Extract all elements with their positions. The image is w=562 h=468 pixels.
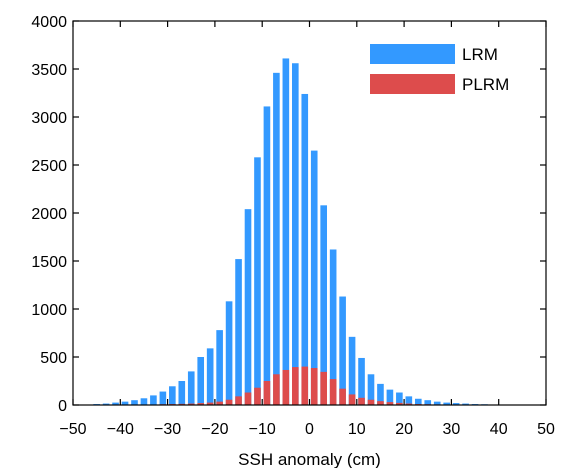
y-tick-label: 0 xyxy=(58,398,67,415)
legend-label-plrm: PLRM xyxy=(462,75,509,94)
bar-lrm xyxy=(443,402,450,405)
x-axis-title: SSH anomaly (cm) xyxy=(238,450,381,468)
bar-plrm xyxy=(263,381,271,405)
y-tick-label: 3500 xyxy=(31,62,67,79)
bar-lrm xyxy=(452,403,460,405)
bar-plrm xyxy=(396,402,403,405)
bar-plrm xyxy=(329,379,337,405)
bar-lrm xyxy=(339,296,346,405)
bar-plrm xyxy=(348,394,356,405)
bar-lrm xyxy=(150,395,157,405)
x-tick-label: 50 xyxy=(537,421,555,438)
y-tick-label: 1500 xyxy=(31,254,67,271)
bar-lrm xyxy=(102,403,110,405)
bar-lrm xyxy=(310,150,318,405)
tick-labels-layer: −50 −40 −30 −20 −10 0 10 20 30 40 5005001000150020… xyxy=(31,14,555,438)
bar-lrm xyxy=(424,400,432,405)
bar-plrm xyxy=(377,401,384,405)
bar-lrm xyxy=(131,400,138,405)
bar-plrm xyxy=(292,367,299,405)
y-tick-label: 500 xyxy=(40,350,67,367)
bar-plrm xyxy=(187,403,195,405)
y-tick-label: 4000 xyxy=(31,14,67,31)
bar-lrm xyxy=(197,357,205,405)
legend-swatch-plrm xyxy=(370,74,455,94)
y-tick-label: 2000 xyxy=(31,206,67,223)
bar-lrm xyxy=(329,249,337,405)
x-tick-label: 0 xyxy=(305,421,314,438)
bar-plrm xyxy=(310,368,318,405)
ticks-layer xyxy=(72,20,547,406)
bar-plrm xyxy=(273,374,280,405)
bar-lrm xyxy=(396,392,403,405)
bar-plrm xyxy=(386,402,394,405)
bar-plrm xyxy=(254,387,261,405)
bar-lrm xyxy=(244,209,252,405)
bar-plrm xyxy=(405,403,413,405)
bar-lrm xyxy=(140,398,148,405)
legend: LRM PLRM xyxy=(370,44,509,94)
y-tick-label: 3000 xyxy=(31,110,67,127)
bar-lrm xyxy=(187,371,195,405)
y-tick-label: 2500 xyxy=(31,158,67,175)
bar-lrm xyxy=(433,401,441,405)
bar-plrm xyxy=(197,403,205,405)
x-tick-label: 10 xyxy=(348,421,366,438)
bar-lrm xyxy=(225,301,233,405)
y-tick-label: 1000 xyxy=(31,302,67,319)
bar-lrm xyxy=(320,205,327,405)
bar-lrm xyxy=(405,396,413,405)
bar-lrm xyxy=(121,401,129,405)
bar-lrm xyxy=(169,386,176,405)
bar-plrm xyxy=(367,399,375,405)
bar-plrm xyxy=(339,388,346,405)
bar-lrm xyxy=(367,374,375,405)
bar-lrm xyxy=(178,381,186,405)
bar-lrm xyxy=(348,336,356,405)
bar-plrm xyxy=(320,371,327,405)
bar-lrm xyxy=(263,106,271,405)
bar-lrm xyxy=(301,93,309,406)
x-tick-label: 40 xyxy=(490,421,508,438)
bar-lrm xyxy=(358,357,365,405)
x-tick-label: −50 xyxy=(59,421,86,438)
x-tick-label: −10 xyxy=(249,421,276,438)
x-tick-label: −40 xyxy=(107,421,134,438)
bar-lrm xyxy=(254,157,261,405)
bars-layer xyxy=(83,58,536,406)
x-tick-label: 30 xyxy=(443,421,461,438)
bar-plrm xyxy=(216,401,223,405)
bar-lrm xyxy=(206,348,214,405)
bar-lrm xyxy=(159,391,167,405)
bar-plrm xyxy=(244,392,252,405)
x-tick-label: −30 xyxy=(154,421,181,438)
x-tick-label: −20 xyxy=(201,421,228,438)
bar-plrm xyxy=(206,402,214,405)
x-tick-label: 20 xyxy=(395,421,413,438)
bar-lrm xyxy=(282,58,290,405)
bar-lrm xyxy=(377,383,384,405)
legend-label-lrm: LRM xyxy=(462,45,498,64)
bar-plrm xyxy=(235,396,242,405)
bar-lrm xyxy=(112,402,119,405)
bar-lrm xyxy=(292,63,299,406)
bar-lrm xyxy=(462,403,469,405)
bar-lrm xyxy=(386,389,394,405)
bar-lrm xyxy=(235,259,242,405)
bar-plrm xyxy=(358,397,365,405)
bar-plrm xyxy=(225,399,233,405)
bar-lrm xyxy=(414,398,422,405)
bar-plrm xyxy=(301,366,309,405)
bar-plrm xyxy=(282,369,290,405)
bar-lrm xyxy=(216,330,223,405)
legend-swatch-lrm xyxy=(370,44,455,64)
bar-lrm xyxy=(273,72,280,405)
